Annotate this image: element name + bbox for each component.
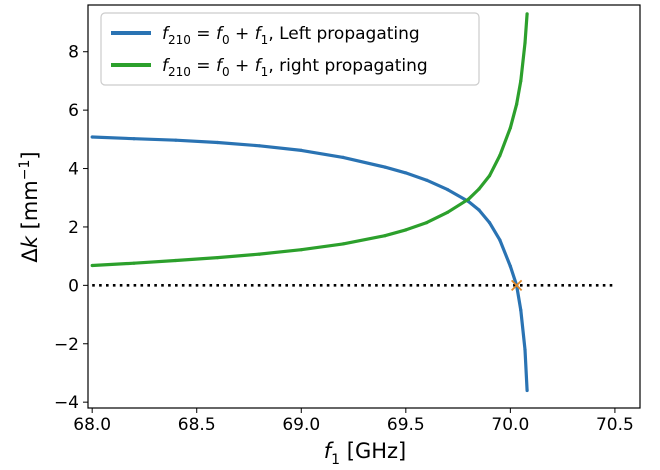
series-1-point <box>132 261 136 265</box>
series-0-point <box>174 138 178 142</box>
series-1-point <box>523 41 527 45</box>
series-0-point <box>299 148 303 152</box>
series-line-0 <box>92 135 529 391</box>
y-tick-label: 0 <box>68 276 79 296</box>
series-1-point <box>446 210 450 214</box>
series-0-point <box>383 165 387 169</box>
series-1-point <box>498 153 502 157</box>
series-1-point <box>425 221 429 225</box>
series-line-1 <box>92 13 529 268</box>
series-0-point <box>525 388 529 393</box>
x-tick-label: 70.0 <box>491 415 529 435</box>
series-0-point <box>90 135 94 139</box>
series-1-point <box>90 263 94 268</box>
plot-area <box>90 12 615 393</box>
y-tick-label: 6 <box>68 101 79 121</box>
series-0-point <box>508 264 512 268</box>
x-tick-label: 68.0 <box>73 415 111 435</box>
series-0-point <box>425 178 429 182</box>
series-0-point <box>132 137 136 141</box>
series-1-point <box>404 228 408 232</box>
plot-frame <box>87 4 641 409</box>
legend-box <box>100 12 480 86</box>
x-tick-label: 68.5 <box>178 415 216 435</box>
x-tick-label: 70.5 <box>596 415 634 435</box>
series-1-point <box>508 126 512 130</box>
series-1-point <box>519 79 523 83</box>
series-0-point <box>487 221 492 225</box>
series-1-point <box>515 102 519 106</box>
y-tick-label: −4 <box>54 393 79 413</box>
x-tick-label: 69.5 <box>387 415 425 435</box>
series-0-point <box>341 155 345 159</box>
legend-label-left: f210 = f0 + f1, Left propagating <box>162 24 420 47</box>
series-1-point <box>383 234 387 238</box>
y-tick-label: 4 <box>68 160 79 180</box>
series-0-point <box>498 238 502 242</box>
x-axis-label: f1 [GHz] <box>324 439 406 468</box>
series-0-point <box>446 188 450 192</box>
series-1-point <box>525 12 529 16</box>
series-0-point <box>404 171 408 175</box>
y-tick-label: −2 <box>54 335 79 355</box>
series-1-point <box>257 252 262 256</box>
y-axis-label: Δk [mm−1] <box>17 151 42 262</box>
y-tick-label: 2 <box>68 218 79 238</box>
series-0-point <box>216 140 220 145</box>
series-0-point <box>477 208 481 212</box>
series-1-point <box>487 174 492 178</box>
series-1-point <box>341 242 345 246</box>
series-1-point <box>174 258 178 263</box>
series-1-point <box>477 187 481 191</box>
series-1-point <box>466 197 471 201</box>
zero-crossing-marker <box>510 279 523 291</box>
series-0-point <box>257 144 262 148</box>
series-0-point <box>519 308 523 312</box>
series-0-point <box>523 348 527 352</box>
series-1-point <box>299 248 303 252</box>
legend-label-right: f210 = f0 + f1, right propagating <box>162 56 428 79</box>
x-tick-label: 69.0 <box>282 415 320 435</box>
axis-ticks: 68.0 68.5 69.0 69.5 70.0 70.5 −4 −2 0 2 4 6 8 <box>54 43 634 435</box>
y-tick-label: 8 <box>68 43 79 63</box>
legend: f210 = f0 + f1, Left propagating f210 = … <box>100 12 480 86</box>
series-1-point <box>216 256 220 260</box>
